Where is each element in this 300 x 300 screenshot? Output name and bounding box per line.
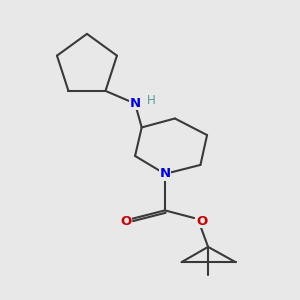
- Text: N: N: [130, 97, 141, 110]
- Text: O: O: [196, 214, 208, 227]
- Text: N: N: [159, 167, 170, 180]
- Text: O: O: [120, 215, 131, 228]
- Text: H: H: [147, 94, 155, 107]
